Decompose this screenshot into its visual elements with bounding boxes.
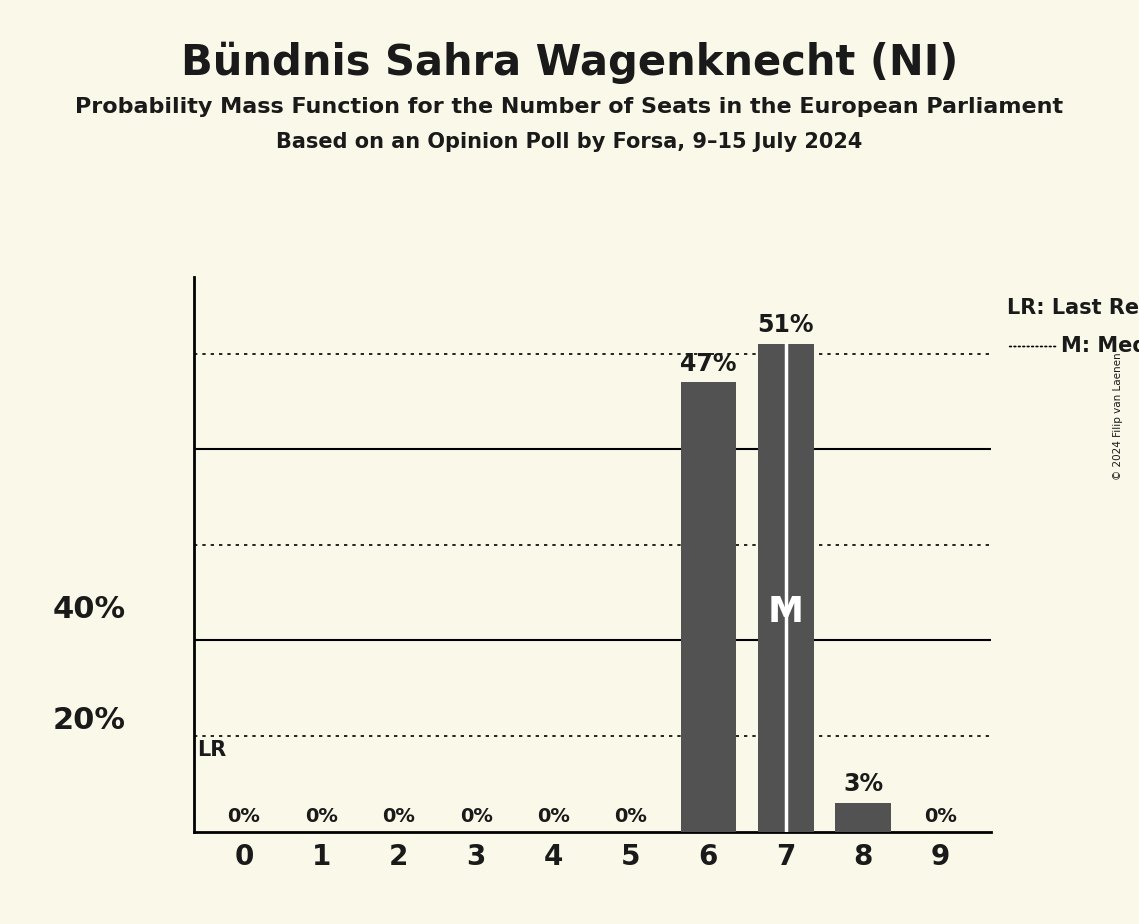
Text: © 2024 Filip van Laenen: © 2024 Filip van Laenen xyxy=(1114,352,1123,480)
Text: 40%: 40% xyxy=(52,595,126,625)
Text: 0%: 0% xyxy=(538,807,570,826)
Text: 0%: 0% xyxy=(460,807,492,826)
Text: M: Median: M: Median xyxy=(1062,336,1139,357)
Text: LR: LR xyxy=(198,739,227,760)
Bar xyxy=(757,344,813,832)
Text: 0%: 0% xyxy=(305,807,338,826)
Bar xyxy=(680,383,736,832)
Text: Based on an Opinion Poll by Forsa, 9–15 July 2024: Based on an Opinion Poll by Forsa, 9–15 … xyxy=(277,132,862,152)
Text: 0%: 0% xyxy=(924,807,957,826)
Bar xyxy=(835,803,891,832)
Text: 20%: 20% xyxy=(52,706,126,736)
Text: Bündnis Sahra Wagenknecht (NI): Bündnis Sahra Wagenknecht (NI) xyxy=(181,42,958,84)
Text: 0%: 0% xyxy=(615,807,647,826)
Text: LR: Last Result: LR: Last Result xyxy=(1007,298,1139,318)
Text: 3%: 3% xyxy=(843,772,883,796)
Text: Probability Mass Function for the Number of Seats in the European Parliament: Probability Mass Function for the Number… xyxy=(75,97,1064,117)
Text: 0%: 0% xyxy=(228,807,261,826)
Text: 51%: 51% xyxy=(757,313,814,337)
Text: 0%: 0% xyxy=(383,807,416,826)
Text: 47%: 47% xyxy=(680,352,737,376)
Text: M: M xyxy=(768,595,804,629)
